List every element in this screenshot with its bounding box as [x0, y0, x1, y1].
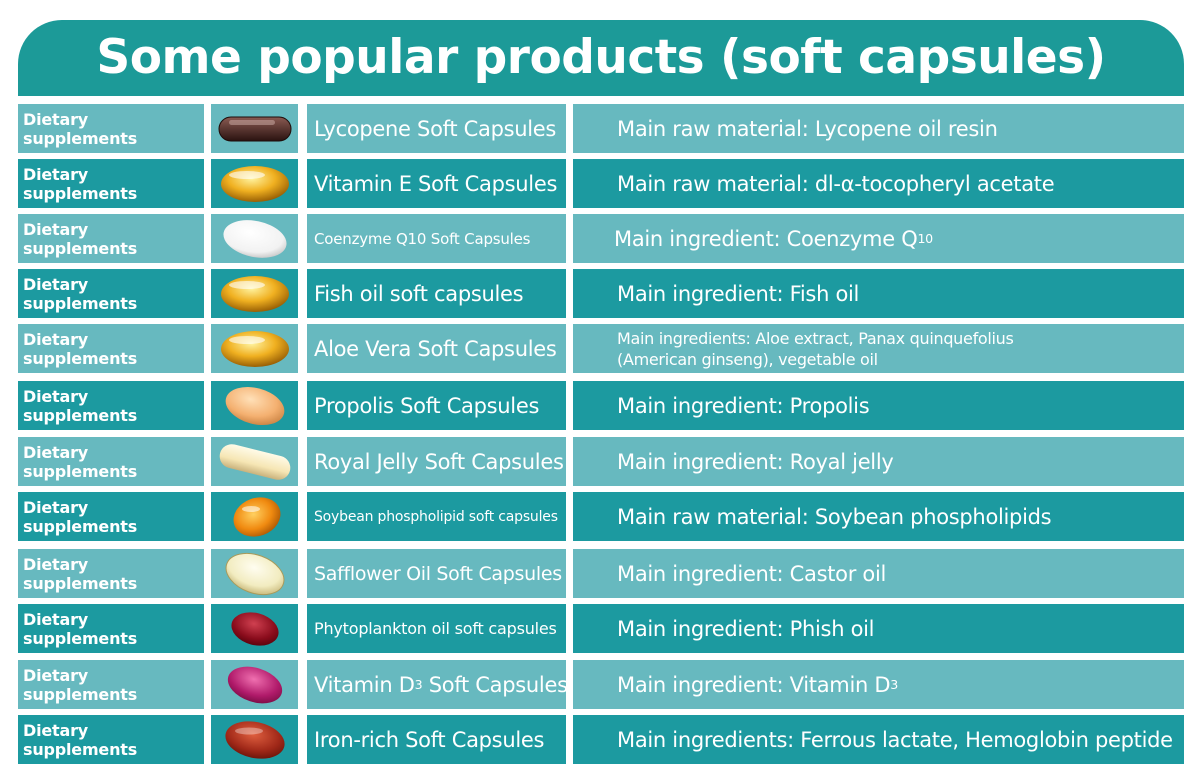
- table-row: Dietary supplements Fish oil soft capsul…: [18, 269, 1184, 318]
- ingredient-cell: Main ingredients: Ferrous lactate, Hemog…: [573, 715, 1184, 764]
- ingredient-cell: Main ingredient: Royal jelly: [573, 437, 1184, 486]
- table-row: Dietary supplements Safflower Oil Soft C…: [18, 549, 1184, 598]
- golden-oval-capsule-icon: [220, 275, 289, 312]
- product-name-text: Soft Capsules: [422, 672, 566, 697]
- ingredient-cell: Main raw material: Lycopene oil resin: [573, 104, 1184, 153]
- ingredient-cell: Main ingredient: Propolis: [573, 381, 1184, 430]
- category-cell: Dietary supplements: [18, 381, 204, 430]
- table-row: Dietary supplements Aloe Vera Soft Capsu…: [18, 324, 1184, 373]
- table-row: Dietary supplements Lycopene Soft Capsul…: [18, 104, 1184, 153]
- white-oval-capsule-icon: [222, 219, 287, 258]
- capsule-image-cell: [211, 269, 298, 318]
- table-row: Dietary supplements Royal Jelly Soft Cap…: [18, 437, 1184, 486]
- magenta-oval-capsule-icon: [227, 666, 282, 703]
- product-name-cell: Lycopene Soft Capsules: [307, 104, 566, 153]
- capsule-image-cell: [211, 492, 298, 541]
- product-name-cell: Coenzyme Q10 Soft Capsules: [307, 214, 566, 263]
- golden-oval-capsule-icon: [220, 330, 289, 367]
- category-cell: Dietary supplements: [18, 437, 204, 486]
- capsule-image-cell: [211, 324, 298, 373]
- product-name-cell: Soybean phospholipid soft capsules: [307, 492, 566, 541]
- capsule-image-cell: [211, 660, 298, 709]
- ingredient-cell: Main ingredients: Aloe extract, Panax qu…: [573, 324, 1184, 373]
- capsule-image-cell: [211, 104, 298, 153]
- peach-oval-capsule-icon: [225, 386, 284, 425]
- red-brown-oval-capsule-icon: [224, 720, 285, 759]
- dark-brown-oblong-capsule-icon: [218, 116, 291, 141]
- category-cell: Dietary supplements: [18, 104, 204, 153]
- category-cell: Dietary supplements: [18, 660, 204, 709]
- dark-red-oval-capsule-icon: [230, 611, 279, 646]
- category-cell: Dietary supplements: [18, 549, 204, 598]
- capsule-image-cell: [211, 604, 298, 653]
- table-row: Dietary supplements Vitamin E Soft Capsu…: [18, 159, 1184, 208]
- product-name-cell: Royal Jelly Soft Capsules: [307, 437, 566, 486]
- ingredient-cell: Main raw material: dl-α-tocopheryl aceta…: [573, 159, 1184, 208]
- ingredient-line: (American ginseng), vegetable oil: [617, 349, 878, 369]
- category-cell: Dietary supplements: [18, 159, 204, 208]
- product-name-cell: Phytoplankton oil soft capsules: [307, 604, 566, 653]
- category-cell: Dietary supplements: [18, 324, 204, 373]
- ingredient-line: Main ingredients: Aloe extract, Panax qu…: [617, 328, 1014, 348]
- product-name-cell: Propolis Soft Capsules: [307, 381, 566, 430]
- pale-yellow-oval-capsule-icon: [225, 552, 284, 595]
- golden-oval-capsule-icon: [220, 165, 289, 202]
- table-row: Dietary supplements Coenzyme Q10 Soft Ca…: [18, 214, 1184, 263]
- ingredient-cell: Main ingredient: Phish oil: [573, 604, 1184, 653]
- category-cell: Dietary supplements: [18, 604, 204, 653]
- table-row: Dietary supplements Iron-rich Soft Capsu…: [18, 715, 1184, 764]
- category-cell: Dietary supplements: [18, 269, 204, 318]
- ingredient-cell: Main ingredient: Castor oil: [573, 549, 1184, 598]
- product-name-cell: Fish oil soft capsules: [307, 269, 566, 318]
- ingredient-text: Main ingredient: Vitamin D: [617, 672, 891, 697]
- title-banner: Some popular products (soft capsules): [18, 20, 1184, 96]
- capsule-image-cell: [211, 715, 298, 764]
- category-cell: Dietary supplements: [18, 214, 204, 263]
- ingredient-text: Main ingredient: Coenzyme Q: [614, 226, 918, 251]
- ingredient-cell: Main ingredient: Coenzyme Q 10: [573, 214, 1184, 263]
- page-title: Some popular products (soft capsules): [96, 30, 1106, 85]
- ingredient-cell: Main raw material: Soybean phospholipids: [573, 492, 1184, 541]
- product-name-cell: Safflower Oil Soft Capsules: [307, 549, 566, 598]
- category-cell: Dietary supplements: [18, 715, 204, 764]
- table-row: Dietary supplements Phytoplankton oil so…: [18, 604, 1184, 653]
- amber-oval-capsule-icon: [233, 496, 280, 537]
- table-row: Dietary supplements Soybean phospholipid…: [18, 492, 1184, 541]
- product-name-cell: Iron-rich Soft Capsules: [307, 715, 566, 764]
- table-row: Dietary supplements Propolis Soft Capsul…: [18, 381, 1184, 430]
- capsule-image-cell: [211, 159, 298, 208]
- capsule-image-cell: [211, 381, 298, 430]
- category-cell: Dietary supplements: [18, 492, 204, 541]
- capsule-image-cell: [211, 214, 298, 263]
- capsule-image-cell: [211, 437, 298, 486]
- product-name-cell: Vitamin E Soft Capsules: [307, 159, 566, 208]
- cream-oblong-capsule-icon: [219, 443, 290, 480]
- ingredient-cell: Main ingredient: Fish oil: [573, 269, 1184, 318]
- product-name-cell: Aloe Vera Soft Capsules: [307, 324, 566, 373]
- product-name-text: Vitamin D: [314, 672, 415, 697]
- capsule-image-cell: [211, 549, 298, 598]
